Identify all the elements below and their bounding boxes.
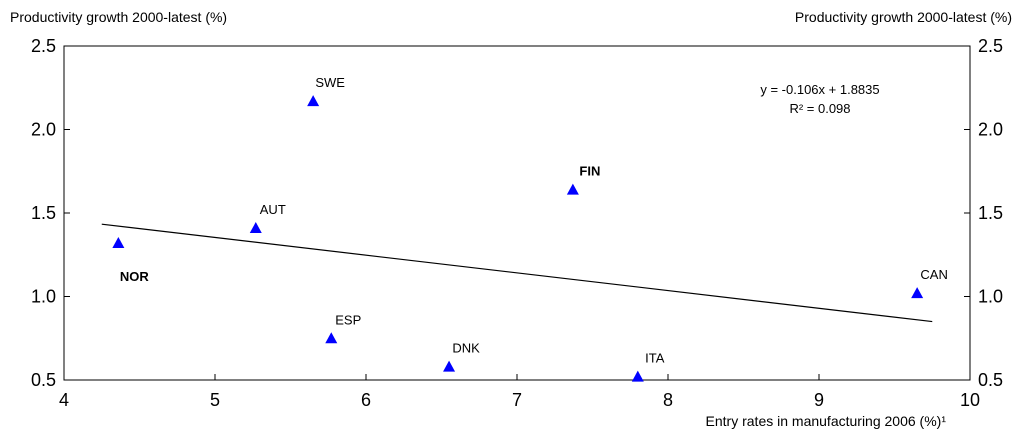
- data-point-label: ITA: [645, 351, 665, 366]
- data-point-marker: [307, 95, 320, 107]
- data-point-marker: [566, 183, 579, 195]
- data-point-label: SWE: [315, 75, 345, 90]
- data-point-marker: [249, 222, 262, 234]
- data-points: SWE AUT NOR ESP DNK FIN ITA CAN: [112, 75, 948, 382]
- y-axis-label-right: Productivity growth 2000-latest (%): [795, 9, 1012, 25]
- y-tick-label-left: 2.0: [31, 120, 56, 140]
- axis-ticks: 4 5 6 7 8 9 100.5 0.51.0 1.01.5 1.52.0 2.02.5 2.5: [31, 36, 1003, 410]
- y-tick-label-left: 1.5: [31, 203, 56, 223]
- y-tick-label-left: 2.5: [31, 36, 56, 56]
- x-tick-label: 10: [960, 390, 980, 410]
- x-axis-label: Entry rates in manufacturing 2006 (%)¹: [706, 413, 947, 429]
- data-point-marker: [631, 370, 644, 382]
- data-point-label: NOR: [120, 269, 150, 284]
- y-tick-label-right: 0.5: [978, 370, 1003, 390]
- data-point-label: ESP: [335, 312, 361, 327]
- data-point-marker: [112, 237, 125, 249]
- y-tick-label-right: 1.0: [978, 287, 1003, 307]
- x-tick-label: 4: [59, 390, 69, 410]
- data-point-label: CAN: [920, 267, 947, 282]
- trend-equation: y = -0.106x + 1.8835: [760, 82, 879, 97]
- y-tick-label-right: 2.0: [978, 120, 1003, 140]
- data-point-marker: [443, 360, 456, 372]
- data-point-label: DNK: [452, 341, 480, 356]
- x-tick-label: 6: [361, 390, 371, 410]
- x-tick-label: 5: [210, 390, 220, 410]
- y-tick-label-right: 2.5: [978, 36, 1003, 56]
- data-point-marker: [911, 287, 924, 299]
- y-tick-label-left: 0.5: [31, 370, 56, 390]
- data-point-marker: [325, 332, 338, 344]
- trendline: [101, 223, 933, 323]
- data-point-label: AUT: [260, 202, 286, 217]
- x-tick-label: 7: [512, 390, 522, 410]
- x-tick-label: 9: [814, 390, 824, 410]
- trendline-group: [101, 223, 933, 323]
- y-tick-label-left: 1.0: [31, 287, 56, 307]
- trend-r-squared: R² = 0.098: [789, 101, 850, 116]
- data-point-label: FIN: [579, 164, 600, 179]
- y-tick-label-right: 1.5: [978, 203, 1003, 223]
- x-tick-label: 8: [663, 390, 673, 410]
- y-axis-label-left: Productivity growth 2000-latest (%): [10, 9, 227, 25]
